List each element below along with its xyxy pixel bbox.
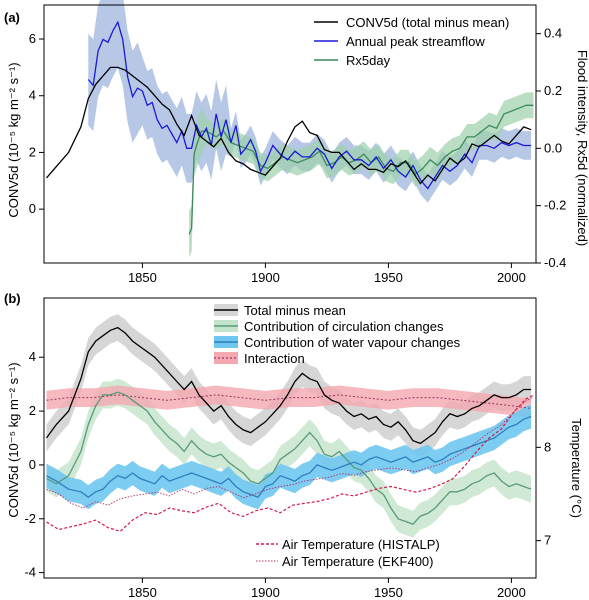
- interaction-band: [46, 385, 532, 418]
- conv5d-line: [46, 66, 532, 185]
- panel-a-legend: CONV5d (total minus mean) Annual peak st…: [314, 15, 509, 68]
- rx5day-band: [189, 92, 534, 258]
- water-vapour-band: [46, 404, 532, 510]
- histalp-temperature-line: [46, 394, 534, 532]
- panel-b-y-left-tick-label: 2: [29, 403, 36, 418]
- peak-streamflow-line: [87, 20, 532, 190]
- panel-b-x-tick-label: 1900: [251, 585, 280, 600]
- panel-b-x-tick-label: 1950: [374, 585, 403, 600]
- panel-a-y-right-tick-label: -0.4: [544, 255, 566, 270]
- panel-b-y-left-tick-label: -2: [24, 511, 36, 526]
- panel-a-y-right-tick-label: 0.4: [544, 26, 562, 41]
- legend-label-circ: Contribution of circulation changes: [244, 319, 444, 334]
- panel-a-y-right-tick-label: -0.2: [544, 198, 566, 213]
- panel-b-lines: [45, 326, 534, 532]
- panel-a-y-right-tick-label: 0.2: [544, 83, 562, 98]
- panel-a-y-left-tick-label: 2: [29, 144, 36, 159]
- panel-b-y-left-tick-label: 4: [29, 349, 36, 364]
- legend-label-conv: CONV5d (total minus mean): [346, 15, 509, 30]
- panel-b-legend: Total minus mean Contribution of circula…: [214, 303, 461, 569]
- panel-b-y-right-tick-label: 7: [544, 533, 551, 548]
- panel-a-x-tick-label: 1850: [128, 270, 157, 285]
- panel-b-x-tick-label: 2000: [497, 585, 526, 600]
- legend-label-inter: Interaction: [244, 351, 305, 366]
- legend-label-ekf: Air Temperature (EKF400): [282, 554, 434, 569]
- peak-streamflow-band: [88, 0, 532, 203]
- panel-a-y-right-tick-label: 0.0: [544, 140, 562, 155]
- panel-b-y-left-tick-label: -4: [24, 565, 36, 580]
- panel-b-axes: 1850 1900 1950 2000 -4 -2 0 2 4 7 8: [24, 297, 551, 600]
- panel-b-y-left-tick-label: 0: [29, 457, 36, 472]
- legend-label-total: Total minus mean: [244, 303, 346, 318]
- panel-a: (a) CONV5d (10⁻⁵ kg m⁻² s⁻¹) Flood inten…: [4, 0, 589, 285]
- interaction-line: [46, 394, 532, 409]
- total-band: [46, 314, 532, 457]
- panel-a-x-tick-label: 2000: [497, 270, 526, 285]
- panel-a-ylabel-left: CONV5d (10⁻⁵ kg m⁻² s⁻¹): [6, 62, 21, 217]
- panel-b-bands: [46, 314, 532, 538]
- panel-a-axes: 1850 1900 1950 2000 0 2 4 6 -0.4 -0.2 0.0 0.2 0.4: [29, 4, 566, 285]
- panel-a-ylabel-right: Flood intensity, Rx5d (normalized): [575, 50, 589, 246]
- panel-b: (b) CONV5d (10⁻⁵ kg m⁻² s⁻¹) Temperature…: [4, 291, 584, 600]
- panel-b-plot-frame: [43, 297, 537, 579]
- circulation-line: [46, 391, 532, 525]
- total-line: [45, 326, 532, 445]
- legend-label-peak: Annual peak streamflow: [346, 34, 485, 49]
- panel-a-lines: [46, 20, 534, 235]
- panel-a-y-left-tick-label: 4: [29, 88, 36, 103]
- panel-b-y-right-tick-label: 8: [544, 439, 551, 454]
- panel-a-x-tick-label: 1900: [251, 270, 280, 285]
- ekf400-temperature-line: [46, 396, 534, 509]
- legend-label-rx: Rx5day: [346, 53, 391, 68]
- panel-b-label: (b): [4, 291, 21, 306]
- panel-b-ylabel-left: CONV5d (10⁻⁵ kg m⁻² s⁻¹): [6, 362, 21, 517]
- legend-label-histalp: Air Temperature (HISTALP): [282, 537, 440, 552]
- panel-a-x-tick-label: 1950: [374, 270, 403, 285]
- panel-a-y-left-tick-label: 0: [29, 201, 36, 216]
- panel-a-bands: [88, 0, 534, 258]
- panel-a-label: (a): [4, 10, 20, 25]
- panel-a-plot-frame: [43, 4, 537, 264]
- legend-label-wv: Contribution of water vapour changes: [244, 335, 461, 350]
- panel-b-ylabel-right: Temperature (°C): [569, 418, 584, 518]
- panel-a-y-left-tick-label: 6: [29, 31, 36, 46]
- water-vapour-line: [46, 415, 532, 499]
- panel-b-x-tick-label: 1850: [128, 585, 157, 600]
- circulation-band: [46, 378, 532, 538]
